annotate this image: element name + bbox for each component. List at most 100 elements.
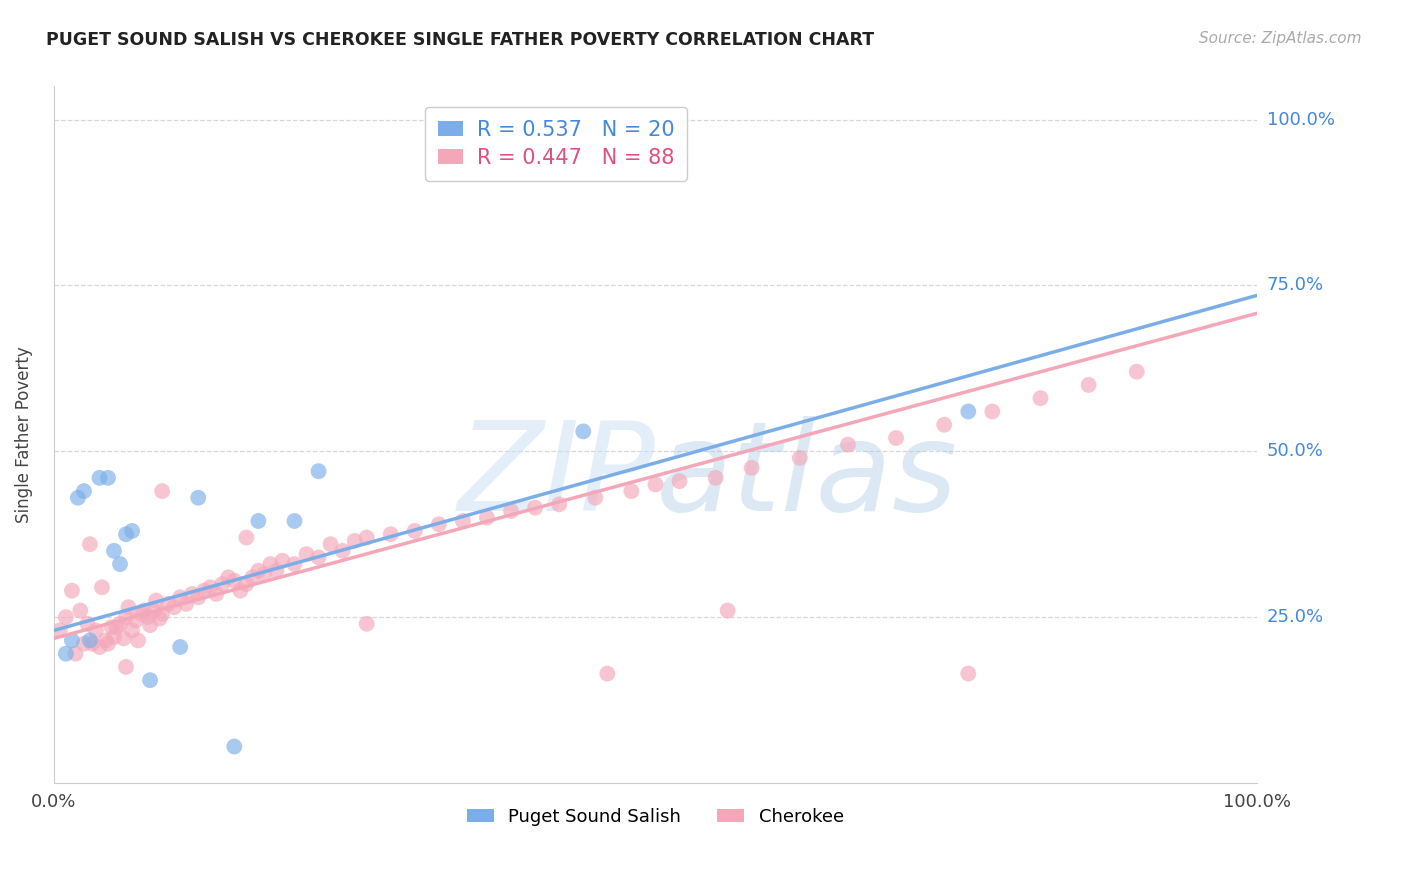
- Point: [142, 603, 165, 617]
- Point: [100, 620, 122, 634]
- Point: [108, 616, 131, 631]
- Point: [934, 417, 956, 432]
- Point: [55, 610, 77, 624]
- Point: [427, 517, 450, 532]
- Text: 75.0%: 75.0%: [1267, 277, 1324, 294]
- Point: [187, 591, 209, 605]
- Point: [145, 593, 167, 607]
- Point: [103, 630, 125, 644]
- Point: [308, 464, 330, 478]
- Point: [103, 544, 125, 558]
- Point: [380, 527, 402, 541]
- Point: [717, 603, 740, 617]
- Point: [247, 514, 270, 528]
- Point: [73, 637, 96, 651]
- Point: [266, 564, 288, 578]
- Point: [644, 477, 666, 491]
- Text: 50.0%: 50.0%: [1267, 442, 1323, 460]
- Point: [174, 597, 197, 611]
- Point: [91, 580, 114, 594]
- Y-axis label: Single Father Poverty: Single Father Poverty: [15, 346, 32, 523]
- Point: [60, 633, 83, 648]
- Point: [108, 557, 131, 571]
- Point: [548, 497, 571, 511]
- Point: [583, 491, 606, 505]
- Point: [193, 583, 215, 598]
- Point: [127, 633, 149, 648]
- Point: [1077, 378, 1099, 392]
- Point: [1125, 365, 1147, 379]
- Point: [224, 739, 246, 754]
- Point: [499, 504, 522, 518]
- Point: [957, 666, 980, 681]
- Point: [139, 618, 162, 632]
- Point: [668, 474, 690, 488]
- Point: [117, 600, 139, 615]
- Point: [55, 647, 77, 661]
- Point: [94, 633, 117, 648]
- Point: [105, 620, 128, 634]
- Point: [253, 567, 276, 582]
- Point: [356, 531, 378, 545]
- Point: [205, 587, 228, 601]
- Point: [283, 514, 305, 528]
- Point: [115, 527, 138, 541]
- Text: atlas: atlas: [655, 416, 957, 537]
- Point: [235, 531, 257, 545]
- Point: [97, 637, 120, 651]
- Point: [620, 484, 643, 499]
- Point: [187, 491, 209, 505]
- Point: [224, 574, 246, 588]
- Point: [169, 640, 191, 654]
- Point: [150, 484, 173, 499]
- Point: [475, 510, 498, 524]
- Point: [169, 591, 191, 605]
- Point: [157, 597, 180, 611]
- Text: Source: ZipAtlas.com: Source: ZipAtlas.com: [1198, 31, 1361, 46]
- Point: [211, 577, 233, 591]
- Point: [121, 524, 143, 538]
- Point: [259, 557, 281, 571]
- Point: [271, 554, 294, 568]
- Point: [132, 603, 155, 617]
- Point: [319, 537, 342, 551]
- Point: [149, 611, 172, 625]
- Point: [139, 673, 162, 688]
- Point: [200, 580, 222, 594]
- Point: [217, 570, 239, 584]
- Point: [89, 640, 111, 654]
- Point: [235, 577, 257, 591]
- Point: [65, 647, 87, 661]
- Point: [60, 583, 83, 598]
- Point: [404, 524, 426, 538]
- Point: [957, 404, 980, 418]
- Text: ZIP: ZIP: [457, 416, 655, 537]
- Point: [704, 471, 727, 485]
- Point: [115, 660, 138, 674]
- Point: [97, 471, 120, 485]
- Point: [283, 557, 305, 571]
- Point: [150, 607, 173, 621]
- Point: [308, 550, 330, 565]
- Point: [524, 500, 547, 515]
- Point: [84, 624, 107, 638]
- Point: [837, 437, 859, 451]
- Point: [121, 624, 143, 638]
- Point: [163, 600, 186, 615]
- Point: [66, 491, 89, 505]
- Point: [343, 533, 366, 548]
- Point: [79, 537, 101, 551]
- Point: [572, 425, 595, 439]
- Point: [69, 603, 91, 617]
- Point: [136, 610, 159, 624]
- Point: [240, 570, 263, 584]
- Point: [73, 484, 96, 499]
- Point: [295, 547, 318, 561]
- Point: [247, 564, 270, 578]
- Point: [229, 583, 252, 598]
- Point: [115, 610, 138, 624]
- Point: [596, 666, 619, 681]
- Point: [82, 637, 104, 651]
- Point: [356, 616, 378, 631]
- Legend: Puget Sound Salish, Cherokee: Puget Sound Salish, Cherokee: [460, 801, 851, 833]
